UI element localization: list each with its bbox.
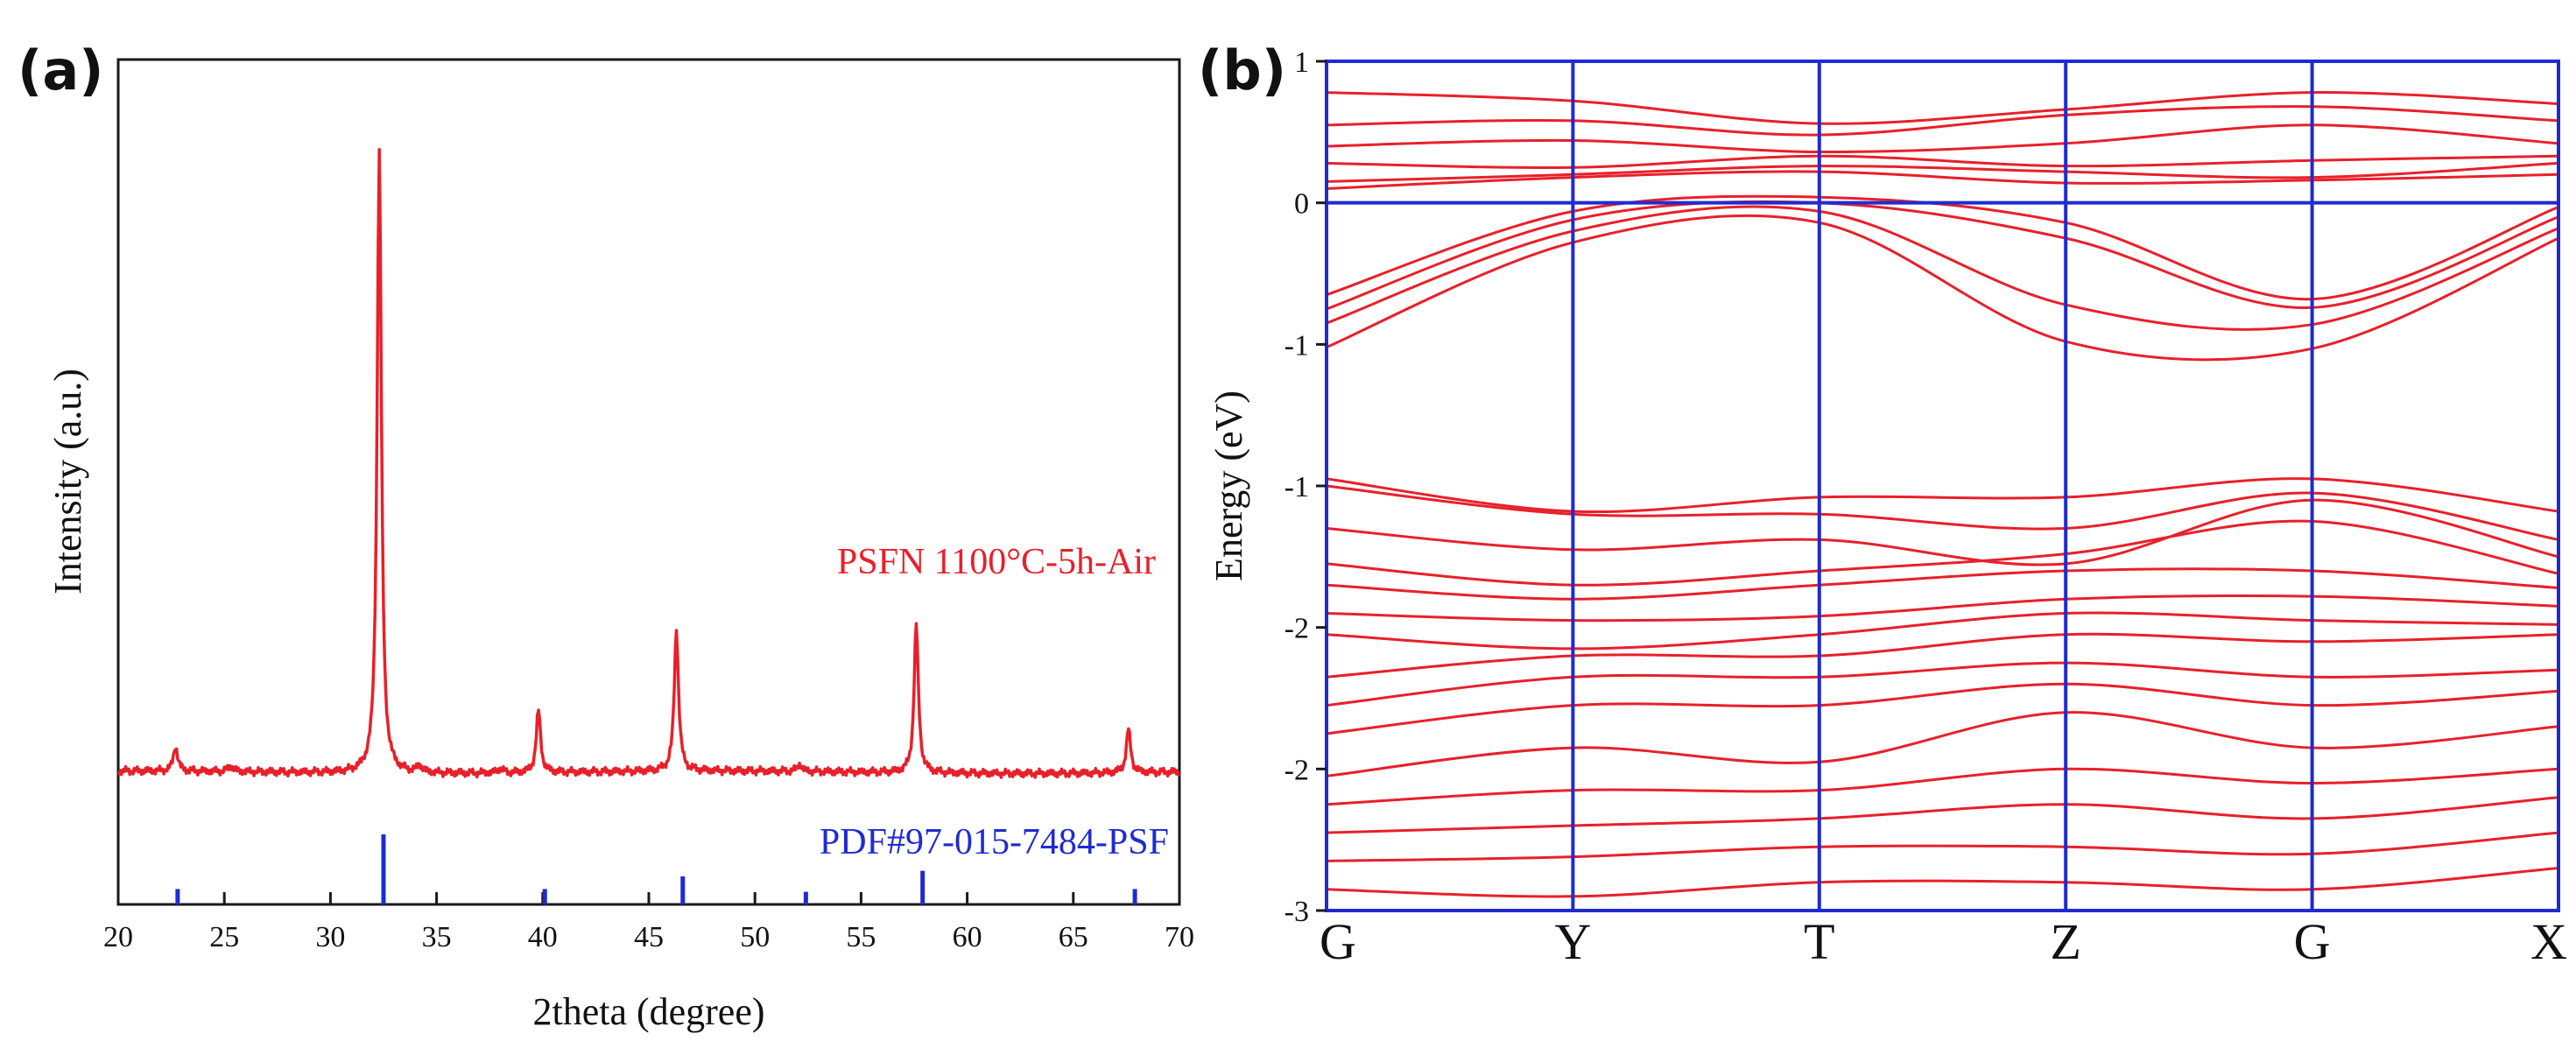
band-line	[1327, 611, 2558, 651]
panel-b-y-ticks	[1316, 60, 1327, 912]
band-line	[1327, 498, 2558, 566]
panel-a-y-axis-title: Intensity (a.u.)	[46, 369, 89, 594]
band-line	[1327, 682, 2558, 735]
band-line	[1327, 200, 2558, 311]
band-line	[1327, 767, 2558, 806]
band-line	[1327, 105, 2558, 137]
band-line	[1327, 594, 2558, 622]
x-tick-label: 20	[103, 921, 133, 953]
kpoint-label: G	[2294, 913, 2331, 970]
y-tick-label: -1	[1284, 329, 1309, 362]
x-tick-label: 45	[634, 921, 664, 953]
y-tick-label: -2	[1284, 613, 1309, 645]
x-tick-label: 50	[740, 921, 770, 953]
x-tick-label: 35	[422, 921, 452, 953]
kpoint-label: X	[2530, 913, 2567, 970]
band-line	[1327, 632, 2558, 679]
band-line	[1327, 214, 2558, 362]
x-tick-label: 60	[953, 921, 982, 953]
y-tick-label: -3	[1284, 896, 1309, 928]
band-line	[1327, 154, 2558, 169]
y-tick-label: -1	[1284, 471, 1309, 503]
x-tick-label: 40	[528, 921, 558, 953]
panel-b-y-axis-title: Energy (eV)	[1207, 390, 1250, 581]
band-line	[1327, 711, 2558, 777]
panel-b-y-tick-labels: 1 0 -1 -1 -2 -2 -3	[1284, 46, 1309, 928]
band-line	[1327, 661, 2558, 707]
band-line	[1327, 477, 2558, 514]
panel-b-frame	[1325, 60, 2560, 912]
kpoint-label: Y	[1554, 913, 1591, 970]
panel-a-frame	[116, 58, 1181, 906]
kpoint-label: T	[1804, 913, 1834, 970]
panel-a: (a) 20 25 30 35 40 45 50 55 60 65 70 2theta (degre…	[18, 39, 1194, 1033]
band-line	[1327, 205, 2558, 331]
band-lines	[1327, 91, 2558, 898]
band-line	[1327, 867, 2558, 898]
panel-b-label: (b)	[1198, 39, 1286, 102]
band-line	[1327, 123, 2558, 154]
y-tick-label: 1	[1294, 46, 1309, 79]
panel-a-x-tick-labels: 20 25 30 35 40 45 50 55 60 65 70	[103, 921, 1194, 953]
y-tick-label: 0	[1294, 188, 1309, 221]
xrd-pattern-line	[116, 148, 1180, 779]
band-line	[1327, 170, 2558, 190]
panel-b: (b) 1 0 -1 -1 -2 -2 -3 G Y T Z G X Energy (eV)	[1198, 39, 2567, 970]
xrd-series-label: PSFN 1100°C-5h-Air	[837, 542, 1156, 582]
panel-a-x-axis-title: 2theta (degree)	[532, 990, 764, 1033]
band-line	[1327, 831, 2558, 862]
band-line	[1327, 91, 2558, 125]
band-line	[1327, 519, 2558, 587]
band-line	[1327, 161, 2558, 183]
x-tick-label: 30	[315, 921, 345, 953]
x-tick-label: 65	[1059, 921, 1088, 953]
reference-series-label: PDF#97-015-7484-PSF	[820, 822, 1169, 862]
band-line	[1327, 796, 2558, 834]
panel-a-x-ticks	[116, 892, 1181, 904]
x-tick-label: 25	[209, 921, 239, 953]
reference-sticks	[175, 834, 1137, 904]
x-tick-label: 70	[1165, 921, 1194, 953]
panel-a-label: (a)	[18, 39, 104, 102]
kpoint-label: G	[1320, 913, 1356, 970]
band-line	[1327, 194, 2558, 301]
band-line	[1327, 484, 2558, 541]
x-tick-label: 55	[846, 921, 876, 953]
kpoint-label: Z	[2050, 913, 2080, 970]
band-line	[1327, 567, 2558, 601]
y-tick-label: -2	[1284, 754, 1309, 786]
